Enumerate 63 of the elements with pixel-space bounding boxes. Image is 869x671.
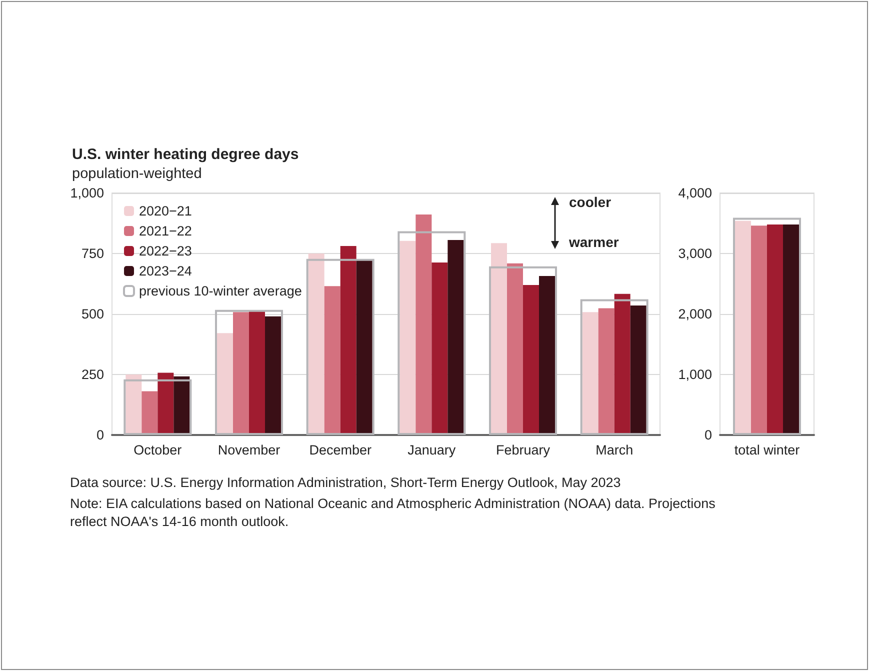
- legend-label: 2020−21: [139, 204, 192, 218]
- y-tick-label: 250: [81, 367, 104, 382]
- bar: [340, 246, 356, 435]
- legend-label: 2022−23: [139, 244, 192, 258]
- bar: [432, 262, 448, 435]
- bar: [249, 311, 265, 435]
- x-tick-label: January: [408, 442, 456, 458]
- x-tick-label: March: [596, 442, 634, 458]
- text: Note: EIA calculations based on National Oceanic and Atmospheric Administration (NOAA) data. Projections reflect NOAA's 14-16 month outlook.: [70, 495, 716, 531]
- bar: [507, 263, 523, 435]
- y-tick-label: 2,000: [678, 306, 712, 322]
- annotation: cooler: [569, 194, 612, 210]
- bar: [142, 391, 158, 435]
- chart-subtitle: population-weighted: [72, 166, 202, 182]
- bar: [124, 379, 192, 435]
- bar: [448, 240, 464, 435]
- bar: [306, 258, 374, 435]
- y-tick-label: 1,000: [678, 367, 712, 382]
- x-tick-label: total winter: [734, 442, 800, 458]
- bar: [582, 312, 598, 435]
- x-tick-label: October: [134, 442, 182, 458]
- annotation: warmer: [568, 234, 620, 250]
- y-tick-label: 500: [81, 306, 104, 322]
- legend-label: previous 10-winter average: [139, 284, 302, 298]
- bar: [489, 266, 557, 435]
- y-tick-label: 4,000: [678, 186, 712, 200]
- bar: [416, 214, 432, 435]
- bar: [174, 376, 190, 435]
- bar: [308, 254, 324, 435]
- bar: [400, 240, 416, 435]
- y-tick-label: 3,000: [678, 246, 712, 261]
- x-tick-label: November: [218, 442, 281, 458]
- bar: [324, 286, 340, 435]
- bar: [233, 312, 249, 435]
- bar: [217, 333, 233, 435]
- bar: [733, 218, 801, 435]
- bar: [783, 224, 799, 435]
- bar: [767, 224, 783, 435]
- bar: [126, 374, 142, 435]
- y-tick-label: 0: [704, 428, 712, 442]
- bar: [158, 372, 174, 435]
- x-tick-label: February: [496, 442, 550, 458]
- y-tick-label: 1,000: [70, 186, 104, 200]
- x-tick-label: December: [309, 442, 372, 458]
- bar: [580, 299, 648, 435]
- bar: [751, 226, 767, 435]
- y-tick-label: 0: [96, 428, 104, 442]
- chart-title: U.S. winter heating degree days: [72, 146, 299, 163]
- bar: [215, 310, 283, 435]
- bar: [598, 308, 614, 435]
- source-note: Data source: U.S. Energy Information Administration, Short-Term Energy Outlook, May 2023: [70, 474, 622, 492]
- legend-label: 2023−24: [139, 264, 192, 278]
- bar: [735, 220, 751, 435]
- y-tick-label: 750: [81, 246, 104, 261]
- bar: [614, 294, 630, 435]
- bar: [265, 316, 281, 435]
- legend-label: 2021−22: [139, 224, 192, 238]
- bar: [491, 243, 507, 435]
- bar: [356, 259, 372, 435]
- bar: [523, 284, 539, 435]
- bar: [539, 276, 555, 435]
- bar: [630, 306, 646, 435]
- bar: [398, 231, 466, 435]
